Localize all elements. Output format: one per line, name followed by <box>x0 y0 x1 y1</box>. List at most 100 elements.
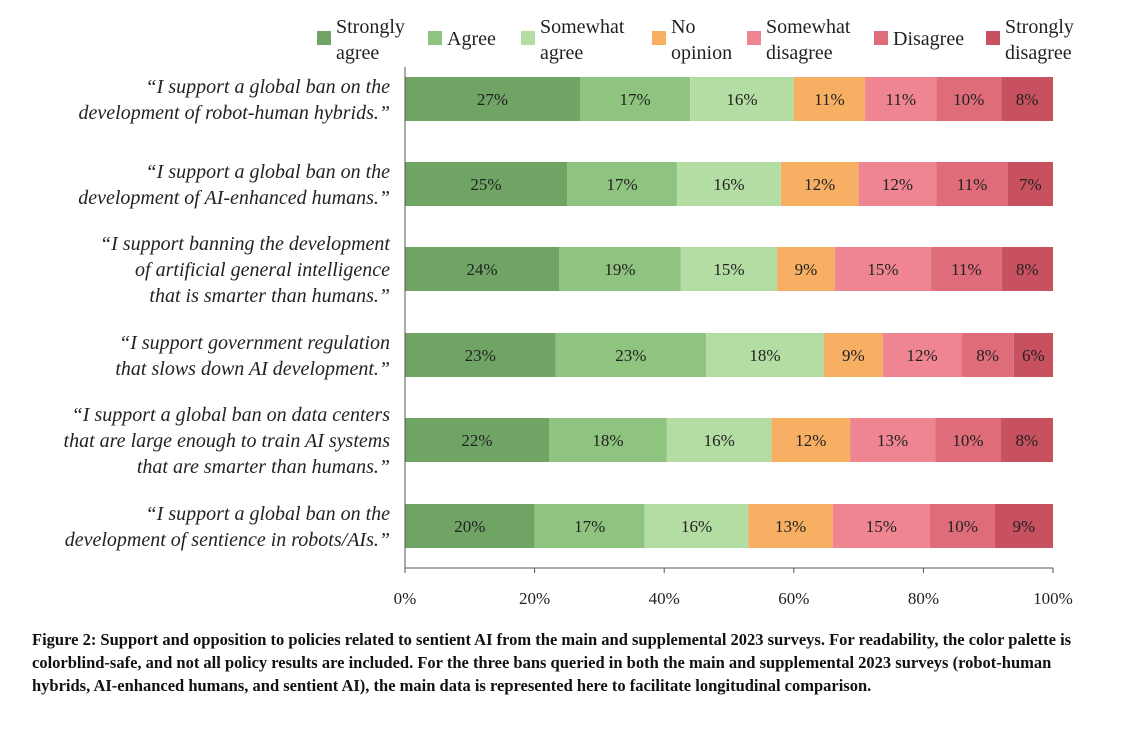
x-tick-label-2: 20% <box>519 589 550 608</box>
legend-label-7-line-1: Strongly <box>1005 16 1074 38</box>
data-label-row4-series3: 18% <box>749 346 780 365</box>
category-label-1-line-2: development of robot-human hybrids.” <box>79 102 390 124</box>
bar-segment-row1-series2 <box>579 77 691 121</box>
data-label-row4-series1: 23% <box>465 346 496 365</box>
bar-segment-row5-series6 <box>935 418 1001 462</box>
bar-segment-row3-series4 <box>777 247 835 291</box>
legend-label-1-line-2: agree <box>336 42 379 64</box>
legend-swatch-3 <box>521 31 535 45</box>
data-label-row6-series7: 9% <box>1013 517 1036 536</box>
data-label-row1-series1: 27% <box>477 90 508 109</box>
category-label-2-line-1: “I support a global ban on the <box>146 161 391 183</box>
data-label-row3-series4: 9% <box>795 260 818 279</box>
data-label-row5-series1: 22% <box>461 431 492 450</box>
data-label-row3-series5: 15% <box>867 260 898 279</box>
bar-segment-row2-series7 <box>1007 162 1053 206</box>
legend-label-4-line-1: No <box>671 16 695 38</box>
category-label-6-line-1: “I support a global ban on the <box>146 503 391 525</box>
bar-segment-row1-series5 <box>865 77 937 121</box>
bar-segment-row5-series7 <box>1000 418 1053 462</box>
category-label-5-line-3: that are smarter than humans.” <box>137 456 390 478</box>
bar-segment-row5-series3 <box>666 418 772 462</box>
data-label-row5-series6: 10% <box>952 431 983 450</box>
bar-segment-row4-series7 <box>1013 333 1053 377</box>
legend-swatch-7 <box>986 31 1000 45</box>
bar-segment-row6-series5 <box>832 504 930 548</box>
data-label-row2-series6: 11% <box>957 175 988 194</box>
bar-segment-row2-series3 <box>677 162 781 206</box>
legend-swatch-1 <box>317 31 331 45</box>
bar-segment-row3-series7 <box>1001 247 1053 291</box>
category-label-5-line-1: “I support a global ban on data centers <box>72 404 391 426</box>
bar-segment-row2-series2 <box>567 162 678 206</box>
bar-segment-row6-series7 <box>994 504 1053 548</box>
legend-swatch-5 <box>747 31 761 45</box>
bar-segment-row4-series4 <box>823 333 883 377</box>
data-label-row4-series7: 6% <box>1022 346 1045 365</box>
data-label-row6-series6: 10% <box>947 517 978 536</box>
figure-caption: Figure 2: Support and opposition to poli… <box>32 630 1072 695</box>
x-tick-label-4: 60% <box>778 589 809 608</box>
legend-label-6: Disagree <box>893 28 964 50</box>
legend-label-3-line-2: agree <box>540 42 583 64</box>
bar-segment-row6-series3 <box>644 504 749 548</box>
bar-segment-row5-series4 <box>771 418 851 462</box>
bar-segment-row1-series7 <box>1001 77 1053 121</box>
data-label-row4-series2: 23% <box>615 346 646 365</box>
legend-label-2: Agree <box>447 28 496 50</box>
bar-segment-row3-series6 <box>931 247 1002 291</box>
x-tick-label-5: 80% <box>908 589 939 608</box>
legend-label-5-line-2: disagree <box>766 42 833 64</box>
data-label-row5-series2: 18% <box>592 431 623 450</box>
data-label-row5-series4: 12% <box>795 431 826 450</box>
data-label-row1-series6: 10% <box>953 90 984 109</box>
data-label-row5-series7: 8% <box>1015 431 1038 450</box>
category-label-3-line-3: that is smarter than humans.” <box>149 285 390 307</box>
bar-segment-row2-series6 <box>936 162 1008 206</box>
data-label-row2-series3: 16% <box>713 175 744 194</box>
x-tick-label-6: 100% <box>1033 589 1073 608</box>
bar-segment-row5-series1 <box>405 418 549 462</box>
category-label-2-line-2: development of AI-enhanced humans.” <box>78 187 390 209</box>
data-label-row2-series7: 7% <box>1019 175 1042 194</box>
data-label-row5-series3: 16% <box>704 431 735 450</box>
category-label-4-line-1: “I support government regulation <box>119 332 390 354</box>
data-label-row2-series2: 17% <box>606 175 637 194</box>
bar-segment-row3-series2 <box>558 247 681 291</box>
bar-segment-row1-series6 <box>936 77 1002 121</box>
data-label-row3-series7: 8% <box>1016 260 1039 279</box>
bar-segment-row1-series4 <box>793 77 866 121</box>
data-label-row1-series5: 11% <box>885 90 916 109</box>
data-label-row2-series1: 25% <box>470 175 501 194</box>
category-label-5-line-2: that are large enough to train AI system… <box>64 430 391 452</box>
data-label-row4-series5: 12% <box>907 346 938 365</box>
legend-label-1-line-1: Strongly <box>336 16 405 38</box>
data-label-row6-series3: 16% <box>681 517 712 536</box>
data-label-row3-series2: 19% <box>604 260 635 279</box>
bar-segment-row4-series2 <box>555 333 707 377</box>
bar-segment-row6-series6 <box>929 504 995 548</box>
data-label-row1-series4: 11% <box>814 90 845 109</box>
legend-swatch-4 <box>652 31 666 45</box>
data-label-row6-series2: 17% <box>574 517 605 536</box>
legend-label-3-line-1: Somewhat <box>540 16 625 38</box>
bar-segment-row4-series5 <box>882 333 962 377</box>
data-label-row2-series5: 12% <box>882 175 913 194</box>
data-label-row5-series5: 13% <box>877 431 908 450</box>
bar-segment-row6-series1 <box>405 504 535 548</box>
category-label-3-line-1: “I support banning the development <box>100 233 390 255</box>
data-label-row1-series2: 17% <box>619 90 650 109</box>
bar-segment-row5-series2 <box>549 418 667 462</box>
category-label-4-line-2: that slows down AI development.” <box>115 358 390 380</box>
bar-segment-row1-series1 <box>405 77 580 121</box>
x-tick-label-3: 40% <box>649 589 680 608</box>
legend-label-4-line-2: opinion <box>671 42 732 64</box>
data-label-row6-series4: 13% <box>775 517 806 536</box>
bar-segment-row4-series6 <box>961 333 1014 377</box>
data-label-row4-series4: 9% <box>842 346 865 365</box>
bar-segment-row5-series5 <box>850 418 936 462</box>
data-label-row3-series1: 24% <box>466 260 497 279</box>
data-label-row1-series7: 8% <box>1016 90 1039 109</box>
legend-label-5-line-1: Somewhat <box>766 16 851 38</box>
